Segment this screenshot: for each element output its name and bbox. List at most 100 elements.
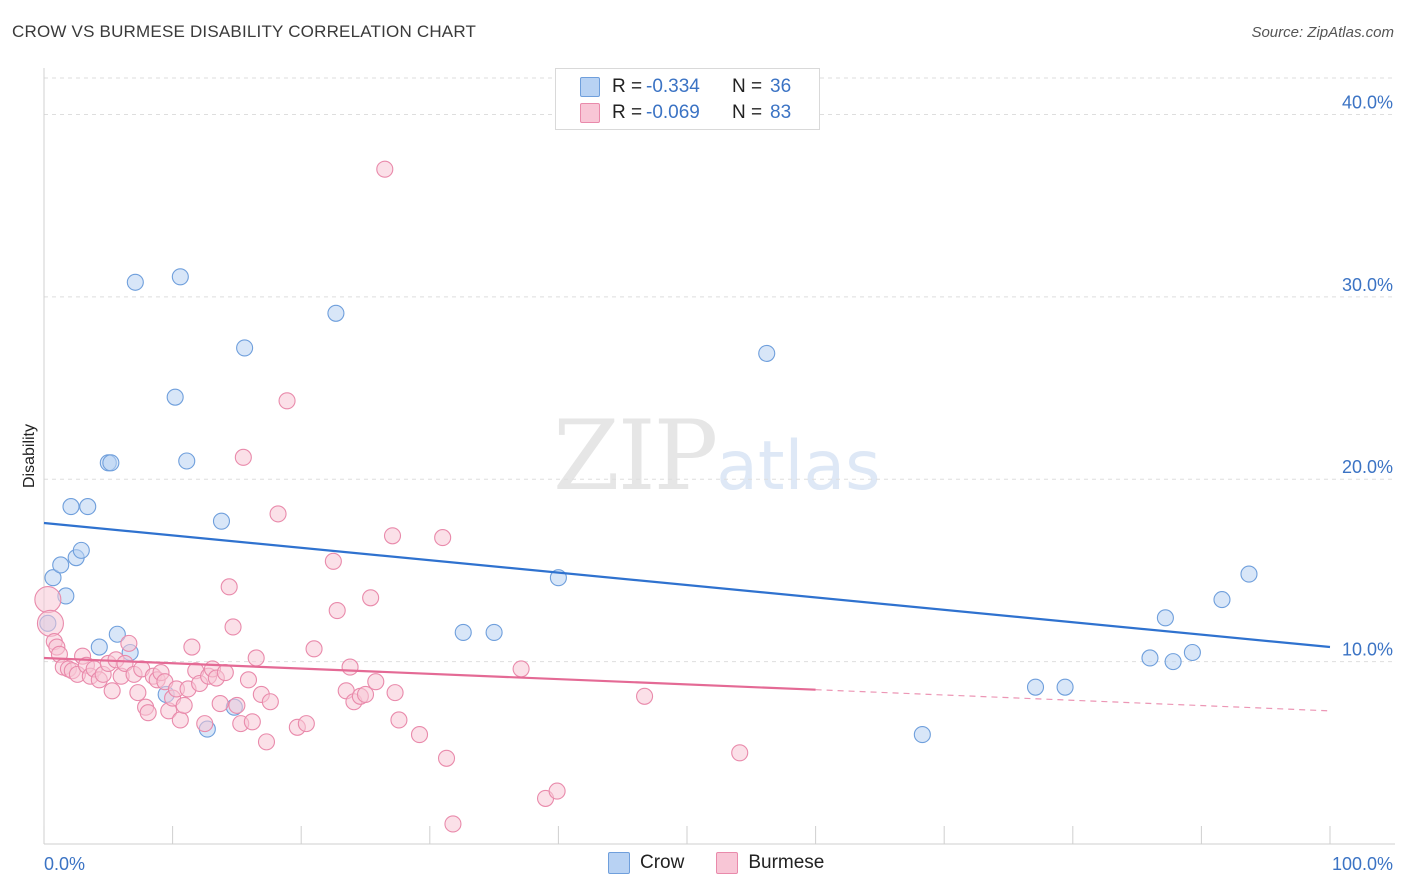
- burmese-point: [139, 704, 157, 722]
- crow-trend-line: [43, 521, 1331, 649]
- chart-title: CROW VS BURMESE DISABILITY CORRELATION C…: [12, 22, 477, 41]
- burmese-point: [103, 682, 121, 700]
- burmese-point: [362, 589, 380, 607]
- crow-point: [913, 726, 931, 744]
- n-value: 36: [770, 76, 792, 97]
- correlation-legend: R = -0.334 N = 36 R = -0.069 N = 83: [555, 68, 820, 130]
- burmese-point: [636, 687, 654, 705]
- crow-swatch: [580, 77, 600, 97]
- crow-point: [178, 452, 196, 470]
- burmese-point: [116, 654, 134, 672]
- burmese-point: [376, 160, 394, 178]
- burmese-point: [444, 815, 462, 833]
- crow-point: [171, 268, 189, 286]
- crow-point: [108, 625, 126, 643]
- burmese-point: [239, 671, 258, 689]
- burmese-point: [129, 684, 147, 702]
- burmese-point: [34, 586, 62, 614]
- crow-point: [212, 512, 231, 530]
- axis-labels: 10.0% 20.0% 30.0% 40.0% 0.0% 100.0% Disability: [21, 92, 1393, 874]
- r-value: -0.069: [646, 102, 700, 123]
- crow-point: [72, 541, 90, 559]
- crow-point: [1164, 653, 1182, 671]
- x-tick-label: 100.0%: [1332, 854, 1393, 874]
- crow-point: [52, 556, 70, 574]
- crow-point: [44, 569, 62, 587]
- legend-item-crow[interactable]: Crow: [608, 852, 684, 874]
- burmese-point: [234, 448, 252, 466]
- burmese-point: [356, 685, 375, 703]
- burmese-point: [367, 673, 385, 691]
- burmese-point: [257, 733, 276, 751]
- burmese-point: [220, 578, 238, 596]
- burmese-point: [437, 749, 456, 767]
- crow-point: [236, 339, 254, 357]
- crow-point: [62, 498, 80, 516]
- crow-point: [1213, 591, 1231, 609]
- trend-lines: [43, 521, 1331, 712]
- burmese-point: [175, 696, 193, 714]
- burmese-point: [548, 782, 566, 800]
- burmese-point: [211, 695, 229, 713]
- n-label: N =: [732, 76, 763, 97]
- crow-point: [79, 498, 97, 516]
- crow-point: [102, 454, 120, 472]
- crow-swatch: [608, 852, 630, 874]
- legend-row-burmese: R = -0.069 N = 83: [580, 101, 791, 125]
- r-label: R =: [612, 76, 643, 97]
- crow-point: [758, 344, 776, 362]
- axes: [43, 68, 1395, 845]
- burmese-point: [183, 638, 201, 656]
- crow-point: [327, 304, 345, 322]
- crow-point: [1141, 649, 1159, 667]
- burmese-point: [216, 664, 234, 682]
- burmese-point: [36, 609, 64, 637]
- source-label: Source: ZipAtlas.com: [1251, 24, 1394, 41]
- legend-row-crow: R = -0.334 N = 36: [580, 75, 791, 99]
- burmese-point: [224, 618, 242, 636]
- n-value: 83: [770, 102, 792, 123]
- watermark-zip: ZIP: [553, 400, 718, 512]
- y-tick-label: 20.0%: [1342, 457, 1393, 477]
- r-value: -0.334: [646, 76, 700, 97]
- crow-point: [485, 623, 503, 641]
- burmese-point: [328, 602, 346, 620]
- legend-item-burmese[interactable]: Burmese: [716, 852, 824, 874]
- crow-point: [1156, 609, 1174, 627]
- watermark: ZIPatlas: [553, 400, 881, 512]
- data-points: [34, 160, 1258, 833]
- burmese-point: [383, 527, 402, 545]
- crow-point: [90, 638, 108, 656]
- y-axis-label: Disability: [21, 424, 38, 488]
- y-tick-label: 40.0%: [1342, 92, 1393, 112]
- burmese-point: [410, 726, 429, 744]
- burmese-point: [341, 658, 359, 676]
- grid-lines: [44, 77, 1395, 663]
- burmese-point: [269, 505, 287, 523]
- burmese-point: [324, 552, 342, 570]
- burmese-trend-line: [43, 656, 816, 691]
- burmese-point: [243, 713, 261, 731]
- watermark-atlas: atlas: [716, 427, 881, 506]
- legend-label-burmese: Burmese: [748, 852, 825, 873]
- crow-point: [1026, 678, 1045, 696]
- burmese-point: [228, 696, 246, 714]
- x-tick-label: 0.0%: [44, 854, 85, 874]
- burmese-point: [261, 693, 279, 711]
- burmese-point: [196, 715, 214, 733]
- burmese-point: [512, 660, 530, 678]
- crow-point: [1183, 643, 1201, 662]
- r-label: R =: [612, 102, 643, 123]
- crow-point: [1240, 565, 1258, 583]
- y-tick-label: 30.0%: [1342, 275, 1393, 295]
- crow-point: [166, 388, 184, 406]
- burmese-point: [247, 649, 265, 667]
- burmese-point: [434, 529, 452, 547]
- crow-point: [126, 273, 144, 291]
- burmese-point: [297, 715, 315, 733]
- crow-point: [454, 623, 472, 641]
- y-tick-label: 10.0%: [1342, 640, 1393, 660]
- burmese-point: [171, 711, 189, 729]
- n-label: N =: [732, 102, 763, 123]
